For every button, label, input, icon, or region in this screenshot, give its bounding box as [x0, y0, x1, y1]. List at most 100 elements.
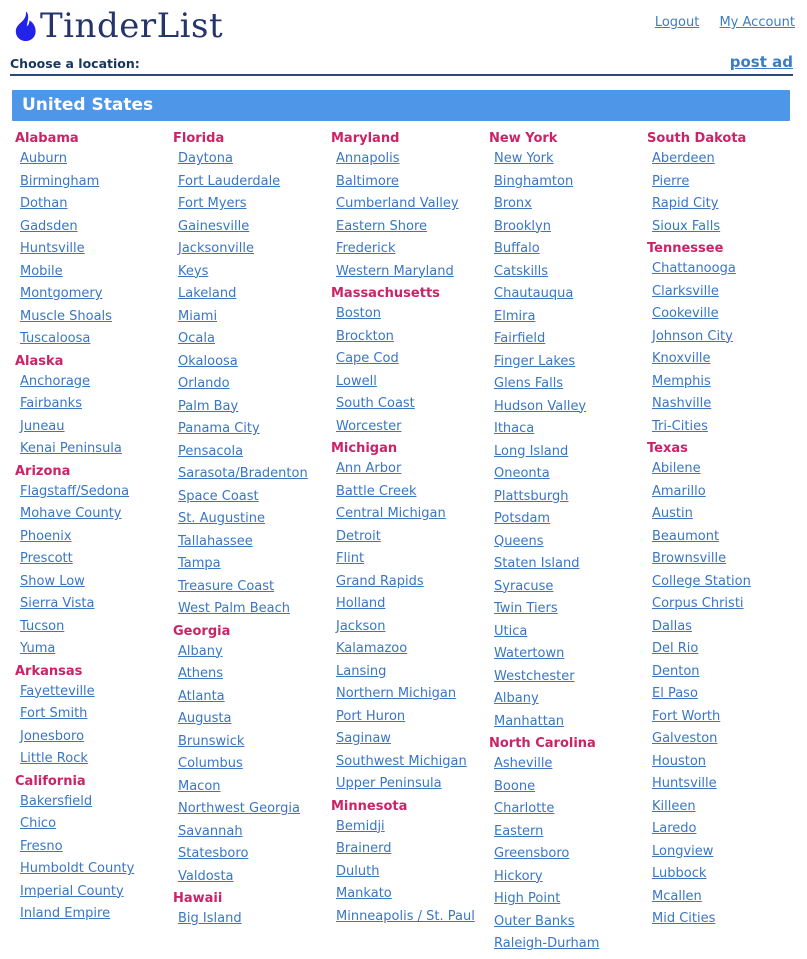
city-link[interactable]: Daytona [178, 151, 233, 166]
city-link[interactable]: Muscle Shoals [20, 308, 112, 324]
city-link[interactable]: Juneau [20, 418, 65, 434]
city-link[interactable]: Aberdeen [652, 151, 715, 166]
city-link[interactable]: Galveston [652, 731, 718, 746]
city-link[interactable]: Inland Empire [20, 906, 111, 921]
city-link[interactable]: Clarksville [652, 283, 719, 299]
city-link[interactable]: Eastern [494, 823, 544, 839]
city-link[interactable]: Westchester [494, 668, 575, 684]
city-link[interactable]: Upper Peninsula [336, 776, 442, 791]
city-link[interactable]: High Point [494, 891, 561, 906]
city-link[interactable]: Watertown [494, 646, 565, 661]
city-link[interactable]: Huntsville [20, 241, 85, 256]
city-link[interactable]: Pensacola [178, 443, 244, 459]
city-link[interactable]: Flagstaff/Sedona [20, 483, 130, 499]
city-link[interactable]: Rapid City [652, 196, 719, 211]
city-link[interactable]: Brainerd [336, 841, 392, 856]
city-link[interactable]: Jacksonville [178, 241, 254, 256]
city-link[interactable]: Port Huron [336, 708, 406, 724]
city-link[interactable]: Detroit [336, 528, 381, 544]
city-link[interactable]: Denton [652, 663, 700, 679]
city-link[interactable]: Atlanta [178, 688, 225, 704]
city-link[interactable]: Killeen [652, 798, 696, 814]
city-link[interactable]: Tampa [178, 556, 221, 571]
city-link[interactable]: Outer Banks [494, 913, 575, 929]
city-link[interactable]: Battle Creek [336, 483, 417, 499]
city-link[interactable]: Montgomery [20, 286, 103, 301]
city-link[interactable]: Saginaw [336, 731, 391, 746]
city-link[interactable]: College Station [652, 573, 751, 589]
city-link[interactable]: Statesboro [178, 846, 249, 861]
city-link[interactable]: Show Low [20, 573, 85, 589]
city-link[interactable]: Manhattan [494, 713, 565, 729]
city-link[interactable]: Plattsburgh [494, 488, 569, 504]
city-link[interactable]: Hudson Valley [494, 398, 587, 414]
city-link[interactable]: Laredo [652, 821, 697, 836]
city-link[interactable]: Buffalo [494, 241, 540, 256]
city-link[interactable]: Treasure Coast [178, 578, 275, 594]
city-link[interactable]: Binghamton [494, 173, 574, 189]
city-link[interactable]: Syracuse [494, 578, 554, 594]
city-link[interactable]: Knoxville [652, 351, 711, 366]
city-link[interactable]: Jonesboro [20, 728, 85, 744]
city-link[interactable]: Birmingham [20, 173, 100, 189]
city-link[interactable]: Eastern Shore [336, 218, 428, 234]
city-link[interactable]: Mobile [20, 263, 63, 279]
city-link[interactable]: Augusta [178, 711, 232, 726]
city-link[interactable]: Chautauqua [494, 286, 574, 301]
city-link[interactable]: Johnson City [652, 328, 733, 344]
city-link[interactable]: Fort Myers [178, 196, 247, 211]
city-link[interactable]: Big Island [178, 911, 242, 926]
city-link[interactable]: Gadsden [20, 218, 78, 234]
city-link[interactable]: Frederick [336, 241, 396, 256]
city-link[interactable]: Worcester [336, 418, 402, 434]
city-link[interactable]: Sierra Vista [20, 596, 95, 611]
city-link[interactable]: Glens Falls [494, 376, 564, 391]
site-logo[interactable]: TinderList [10, 6, 223, 47]
city-link[interactable]: Athens [178, 666, 224, 681]
city-link[interactable]: Del Rio [652, 641, 699, 656]
city-link[interactable]: Ocala [178, 331, 215, 346]
city-link[interactable]: Miami [178, 308, 218, 324]
city-link[interactable]: Boone [494, 778, 536, 794]
city-link[interactable]: Cape Cod [336, 351, 399, 366]
city-link[interactable]: Mcallen [652, 888, 702, 904]
city-link[interactable]: Lowell [336, 373, 377, 389]
my-account-link[interactable]: My Account [719, 15, 795, 30]
city-link[interactable]: Tallahassee [178, 533, 253, 549]
city-link[interactable]: Bemidji [336, 818, 385, 834]
city-link[interactable]: Kalamazoo [336, 641, 408, 656]
city-link[interactable]: Yuma [20, 641, 56, 656]
city-link[interactable]: Imperial County [20, 883, 124, 899]
city-link[interactable]: Bronx [494, 196, 532, 211]
city-link[interactable]: Macon [178, 778, 221, 794]
city-link[interactable]: Corpus Christi [652, 596, 744, 611]
city-link[interactable]: Huntsville [652, 776, 717, 791]
city-link[interactable]: Savannah [178, 823, 243, 839]
city-link[interactable]: Asheville [494, 756, 553, 771]
city-link[interactable]: Flint [336, 551, 365, 566]
post-ad-link[interactable]: post ad [729, 53, 793, 71]
city-link[interactable]: Catskills [494, 263, 549, 279]
city-link[interactable]: Hickory [494, 868, 543, 884]
city-link[interactable]: Potsdam [494, 511, 551, 526]
city-link[interactable]: Long Island [494, 443, 569, 459]
city-link[interactable]: Prescott [20, 551, 73, 566]
city-link[interactable]: Albany [494, 691, 539, 706]
city-link[interactable]: Finger Lakes [494, 353, 576, 369]
city-link[interactable]: Austin [652, 506, 693, 521]
city-link[interactable]: Gainesville [178, 218, 250, 234]
city-link[interactable]: Orlando [178, 376, 230, 391]
city-link[interactable]: El Paso [652, 686, 698, 701]
city-link[interactable]: Fresno [20, 838, 63, 854]
city-link[interactable]: Little Rock [20, 751, 88, 766]
city-link[interactable]: Fairfield [494, 331, 546, 346]
city-link[interactable]: Tucson [20, 618, 65, 634]
city-link[interactable]: Elmira [494, 308, 536, 324]
city-link[interactable]: Space Coast [178, 488, 259, 504]
city-link[interactable]: Longview [652, 843, 714, 859]
city-link[interactable]: Mankato [336, 886, 392, 901]
city-link[interactable]: Nashville [652, 396, 712, 411]
city-link[interactable]: Dothan [20, 196, 68, 211]
city-link[interactable]: Tri-Cities [652, 418, 708, 434]
city-link[interactable]: Fort Worth [652, 708, 721, 724]
